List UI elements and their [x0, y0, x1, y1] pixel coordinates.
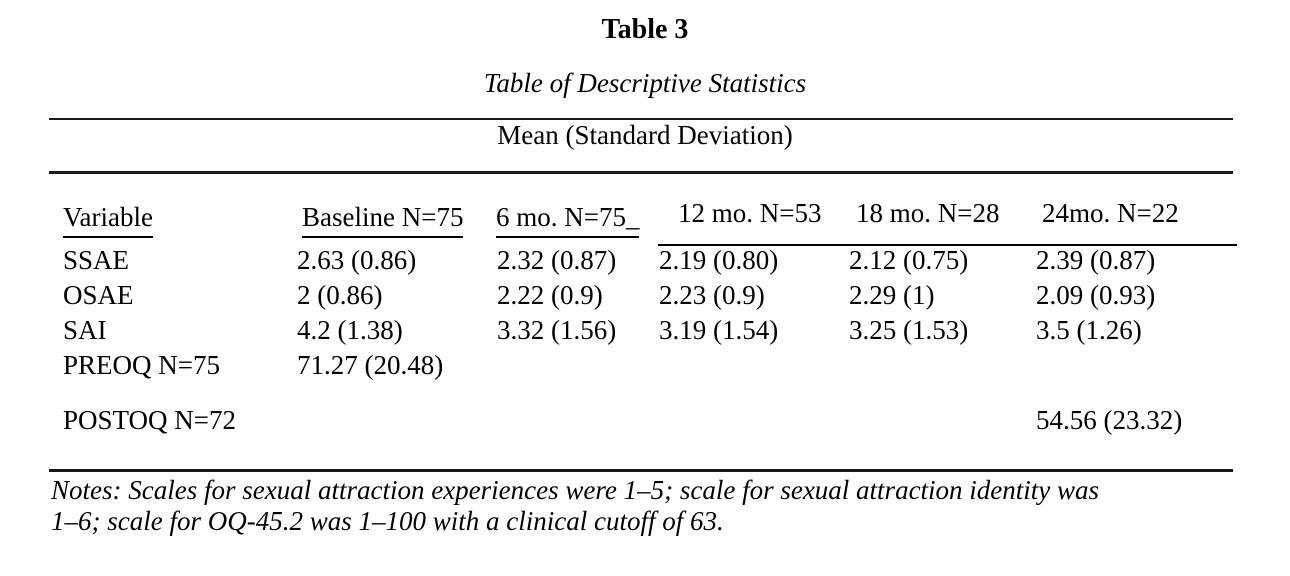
row-label: SAI — [63, 315, 107, 345]
column-header-24mo: 24mo. N=22 — [1042, 198, 1179, 228]
cell-18mo: 2.12 (0.75) — [849, 245, 969, 275]
header-group-underline — [658, 244, 1237, 246]
column-header-12mo: 12 mo. N=53 — [678, 198, 822, 228]
cell-18mo: 2.29 (1) — [849, 280, 935, 310]
column-header-baseline: Baseline N=75 — [302, 200, 464, 238]
table-row-ssae: SSAE 2.63 (0.86) 2.32 (0.87) 2.19 (0.80)… — [0, 243, 1290, 277]
column-header-6mo: 6 mo. N=75_ — [496, 200, 640, 238]
column-spanner-heading: Mean (Standard Deviation) — [497, 120, 793, 150]
row-label: PREOQ N=75 — [63, 350, 220, 380]
cell-24mo: 3.5 (1.26) — [1036, 315, 1142, 345]
table-row-postoq: POSTOQ N=72 54.56 (23.32) — [0, 403, 1290, 437]
cell-12mo: 2.23 (0.9) — [659, 280, 765, 310]
horizontal-rule-top — [49, 118, 1233, 120]
cell-24mo: 2.39 (0.87) — [1036, 245, 1156, 275]
column-header-variable: Variable — [63, 200, 153, 238]
table-row-preoq: PREOQ N=75 71.27 (20.48) — [0, 348, 1290, 382]
table-title: Table 3 — [601, 14, 689, 45]
notes-line-1: Notes: Scales for sexual attraction expe… — [51, 475, 1100, 505]
horizontal-rule-bottom — [49, 469, 1233, 472]
cell-24mo: 2.09 (0.93) — [1036, 280, 1156, 310]
cell-baseline: 71.27 (20.48) — [297, 350, 444, 380]
notes-line-2: 1–6; scale for OQ-45.2 was 1–100 with a … — [51, 506, 724, 536]
row-label: OSAE — [63, 280, 134, 310]
cell-12mo: 3.19 (1.54) — [659, 315, 779, 345]
cell-6mo: 2.22 (0.9) — [497, 280, 603, 310]
table-subtitle: Table of Descriptive Statistics — [483, 68, 807, 98]
cell-baseline: 2 (0.86) — [297, 280, 383, 310]
cell-6mo: 2.32 (0.87) — [497, 245, 617, 275]
cell-baseline: 2.63 (0.86) — [297, 245, 417, 275]
column-header-18mo: 18 mo. N=28 — [856, 198, 1000, 228]
horizontal-rule-under-spanner — [49, 171, 1233, 174]
row-label: POSTOQ N=72 — [63, 405, 237, 435]
cell-baseline: 4.2 (1.38) — [297, 315, 403, 345]
cell-12mo: 2.19 (0.80) — [659, 245, 779, 275]
cell-18mo: 3.25 (1.53) — [849, 315, 969, 345]
row-label: SSAE — [63, 245, 130, 275]
cell-24mo: 54.56 (23.32) — [1036, 405, 1183, 435]
table-row-sai: SAI 4.2 (1.38) 3.32 (1.56) 3.19 (1.54) 3… — [0, 313, 1290, 347]
table-row-osae: OSAE 2 (0.86) 2.22 (0.9) 2.23 (0.9) 2.29… — [0, 278, 1290, 312]
cell-6mo: 3.32 (1.56) — [497, 315, 617, 345]
